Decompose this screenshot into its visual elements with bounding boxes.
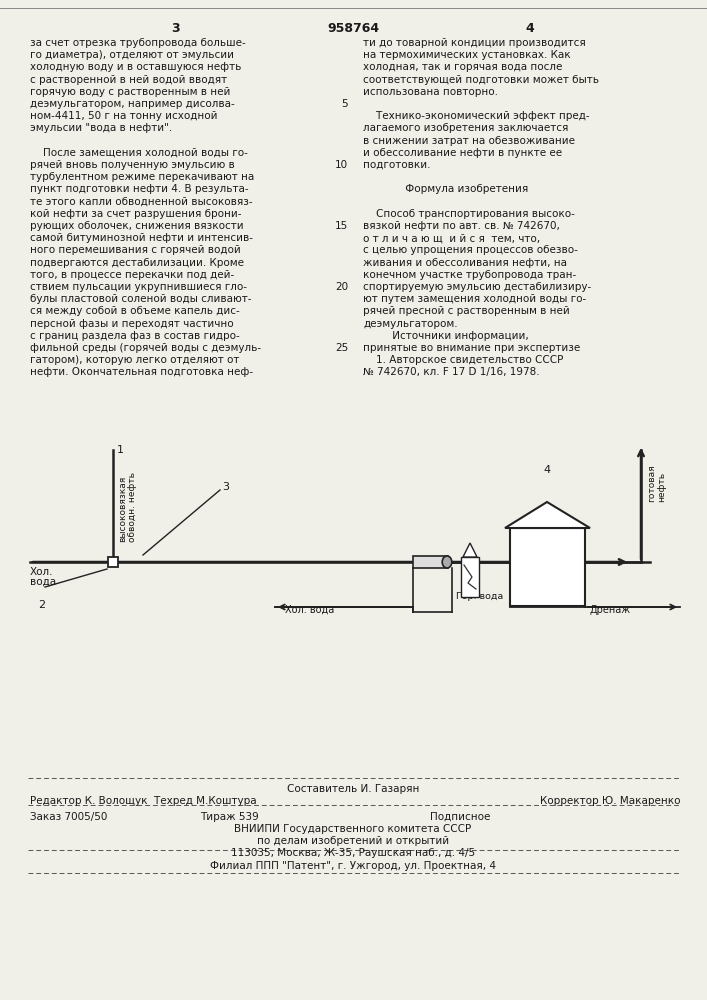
Text: Хол.: Хол. [30,567,54,577]
Polygon shape [505,502,590,528]
Text: лагаемого изобретения заключается: лагаемого изобретения заключается [363,123,568,133]
Text: Технико-экономический эффект пред-: Технико-экономический эффект пред- [363,111,590,121]
Text: рующих оболочек, снижения вязкости: рующих оболочек, снижения вязкости [30,221,244,231]
Text: 20: 20 [335,282,348,292]
Text: соответствующей подготовки может быть: соответствующей подготовки может быть [363,75,599,85]
Text: 958764: 958764 [327,22,379,35]
Text: Корректор Ю. Макаренко: Корректор Ю. Макаренко [540,796,681,806]
Text: Заказ 7005/50: Заказ 7005/50 [30,812,107,822]
Text: Способ транспортирования высоко-: Способ транспортирования высоко- [363,209,575,219]
Text: ного перемешивания с горячей водой: ного перемешивания с горячей водой [30,245,241,255]
Text: вязкой нефти по авт. св. № 742670,: вязкой нефти по авт. св. № 742670, [363,221,560,231]
Text: горячую воду с растворенным в ней: горячую воду с растворенным в ней [30,87,230,97]
Text: живания и обессоливания нефти, на: живания и обессоливания нефти, на [363,258,567,268]
Text: фильной среды (горячей воды с деэмуль-: фильной среды (горячей воды с деэмуль- [30,343,261,353]
Text: После замещения холодной воды го-: После замещения холодной воды го- [30,148,248,158]
Text: те этого капли обводненной высоковяз-: те этого капли обводненной высоковяз- [30,197,252,207]
Text: булы пластовой соленой воды сливают-: булы пластовой соленой воды сливают- [30,294,252,304]
Bar [510,528,585,606]
Text: принятые во внимание при экспертизе: принятые во внимание при экспертизе [363,343,580,353]
Text: 2: 2 [38,600,45,610]
Text: ном-4411, 50 г на тонну исходной: ном-4411, 50 г на тонну исходной [30,111,218,121]
Text: в снижении затрат на обезвоживание: в снижении затрат на обезвоживание [363,136,575,146]
Text: ствием пульсации укрупнившиеся гло-: ствием пульсации укрупнившиеся гло- [30,282,247,292]
Text: нефть: нефть [657,472,666,502]
Text: Филиал ППП "Патент", г. Ужгород, ул. Проектная, 4: Филиал ППП "Патент", г. Ужгород, ул. Про… [210,861,496,871]
Text: и обессоливание нефти в пункте ее: и обессоливание нефти в пункте ее [363,148,562,158]
Text: пункт подготовки нефти 4. В результа-: пункт подготовки нефти 4. В результа- [30,184,249,194]
Text: ти до товарной кондиции производится: ти до товарной кондиции производится [363,38,586,48]
Text: 1: 1 [117,445,124,455]
Text: конечном участке трубопровода тран-: конечном участке трубопровода тран- [363,270,576,280]
Text: 3: 3 [170,22,180,35]
Text: Дренаж: Дренаж [590,605,631,615]
Text: эмульсии "вода в нефти".: эмульсии "вода в нефти". [30,123,173,133]
Text: вода: вода [30,577,56,587]
Text: спортируемую эмульсию дестабилизиру-: спортируемую эмульсию дестабилизиру- [363,282,591,292]
Text: ВНИИПИ Государственного комитета СССР: ВНИИПИ Государственного комитета СССР [235,824,472,834]
Text: го диаметра), отделяют от эмульсии: го диаметра), отделяют от эмульсии [30,50,234,60]
Polygon shape [463,543,477,557]
Text: за счет отрезка трубопровода больше-: за счет отрезка трубопровода больше- [30,38,246,48]
Text: № 742670, кл. F 17 D 1/16, 1978.: № 742670, кл. F 17 D 1/16, 1978. [363,367,539,377]
Text: 5: 5 [341,99,348,109]
Text: 4: 4 [544,465,551,475]
Text: ют путем замещения холодной воды го-: ют путем замещения холодной воды го- [363,294,586,304]
Text: персной фазы и переходят частично: персной фазы и переходят частично [30,319,233,329]
Text: 4: 4 [525,22,534,35]
Text: Хол. вода: Хол. вода [285,605,334,615]
Ellipse shape [442,556,452,568]
Text: обводн. нефть: обводн. нефть [128,472,137,542]
Bar [413,556,448,568]
Text: на термохимических установках. Как: на термохимических установках. Как [363,50,571,60]
Text: самой битуминозной нефти и интенсив-: самой битуминозной нефти и интенсив- [30,233,253,243]
Text: 1. Авторское свидетельство СССР: 1. Авторское свидетельство СССР [363,355,563,365]
Text: Составитель И. Газарян: Составитель И. Газарян [287,784,419,794]
Text: по делам изобретений и открытий: по делам изобретений и открытий [257,836,449,846]
Text: ся между собой в объеме капель дис-: ся между собой в объеме капель дис- [30,306,240,316]
Text: с целью упрощения процессов обезво-: с целью упрощения процессов обезво- [363,245,578,255]
Text: Редактор К. Волощук  Техред М.Коштура: Редактор К. Волощук Техред М.Коштура [30,796,257,806]
Text: Подписное: Подписное [430,812,491,822]
Text: 113035, Москва, Ж-35, Раушская наб., д. 4/5: 113035, Москва, Ж-35, Раушская наб., д. … [231,848,475,858]
Text: рячей пресной с растворенным в ней: рячей пресной с растворенным в ней [363,306,570,316]
Text: использована повторно.: использована повторно. [363,87,498,97]
Text: Формула изобретения: Формула изобретения [363,184,528,194]
Text: холодную воду и в оставшуюся нефть: холодную воду и в оставшуюся нефть [30,62,241,72]
Text: деэмульгатором, например дисолва-: деэмульгатором, например дисолва- [30,99,235,109]
Text: деэмульгатором.: деэмульгатором. [363,319,457,329]
Text: 25: 25 [334,343,348,353]
Bar [461,557,479,597]
Text: подготовки.: подготовки. [363,160,431,170]
Text: турбулентном режиме перекачивают на: турбулентном режиме перекачивают на [30,172,255,182]
Text: холодная, так и горячая вода после: холодная, так и горячая вода после [363,62,562,72]
Text: кой нефти за счет разрушения брони-: кой нефти за счет разрушения брони- [30,209,242,219]
Text: того, в процессе перекачки под дей-: того, в процессе перекачки под дей- [30,270,234,280]
Text: 15: 15 [334,221,348,231]
Text: Источники информации,: Источники информации, [363,331,529,341]
Text: готовая: готовая [647,464,656,502]
Text: нефти. Окончательная подготовка неф-: нефти. Окончательная подготовка неф- [30,367,253,377]
Text: 3: 3 [222,482,229,492]
Text: 10: 10 [335,160,348,170]
Text: Тираж 539: Тираж 539 [200,812,259,822]
Text: высоковязкая: высоковязкая [118,476,127,542]
Text: с растворенной в ней водой вводят: с растворенной в ней водой вводят [30,75,227,85]
Text: с границ раздела фаз в состав гидро-: с границ раздела фаз в состав гидро- [30,331,240,341]
Text: подвергаются дестабилизации. Кроме: подвергаются дестабилизации. Кроме [30,258,244,268]
Bar [108,557,118,567]
Text: рячей вновь полученную эмульсию в: рячей вновь полученную эмульсию в [30,160,235,170]
Text: о т л и ч а ю щ  и й с я  тем, что,: о т л и ч а ю щ и й с я тем, что, [363,233,540,243]
Text: гатором), которую легко отделяют от: гатором), которую легко отделяют от [30,355,240,365]
Text: Гор. вода: Гор. вода [456,592,503,601]
